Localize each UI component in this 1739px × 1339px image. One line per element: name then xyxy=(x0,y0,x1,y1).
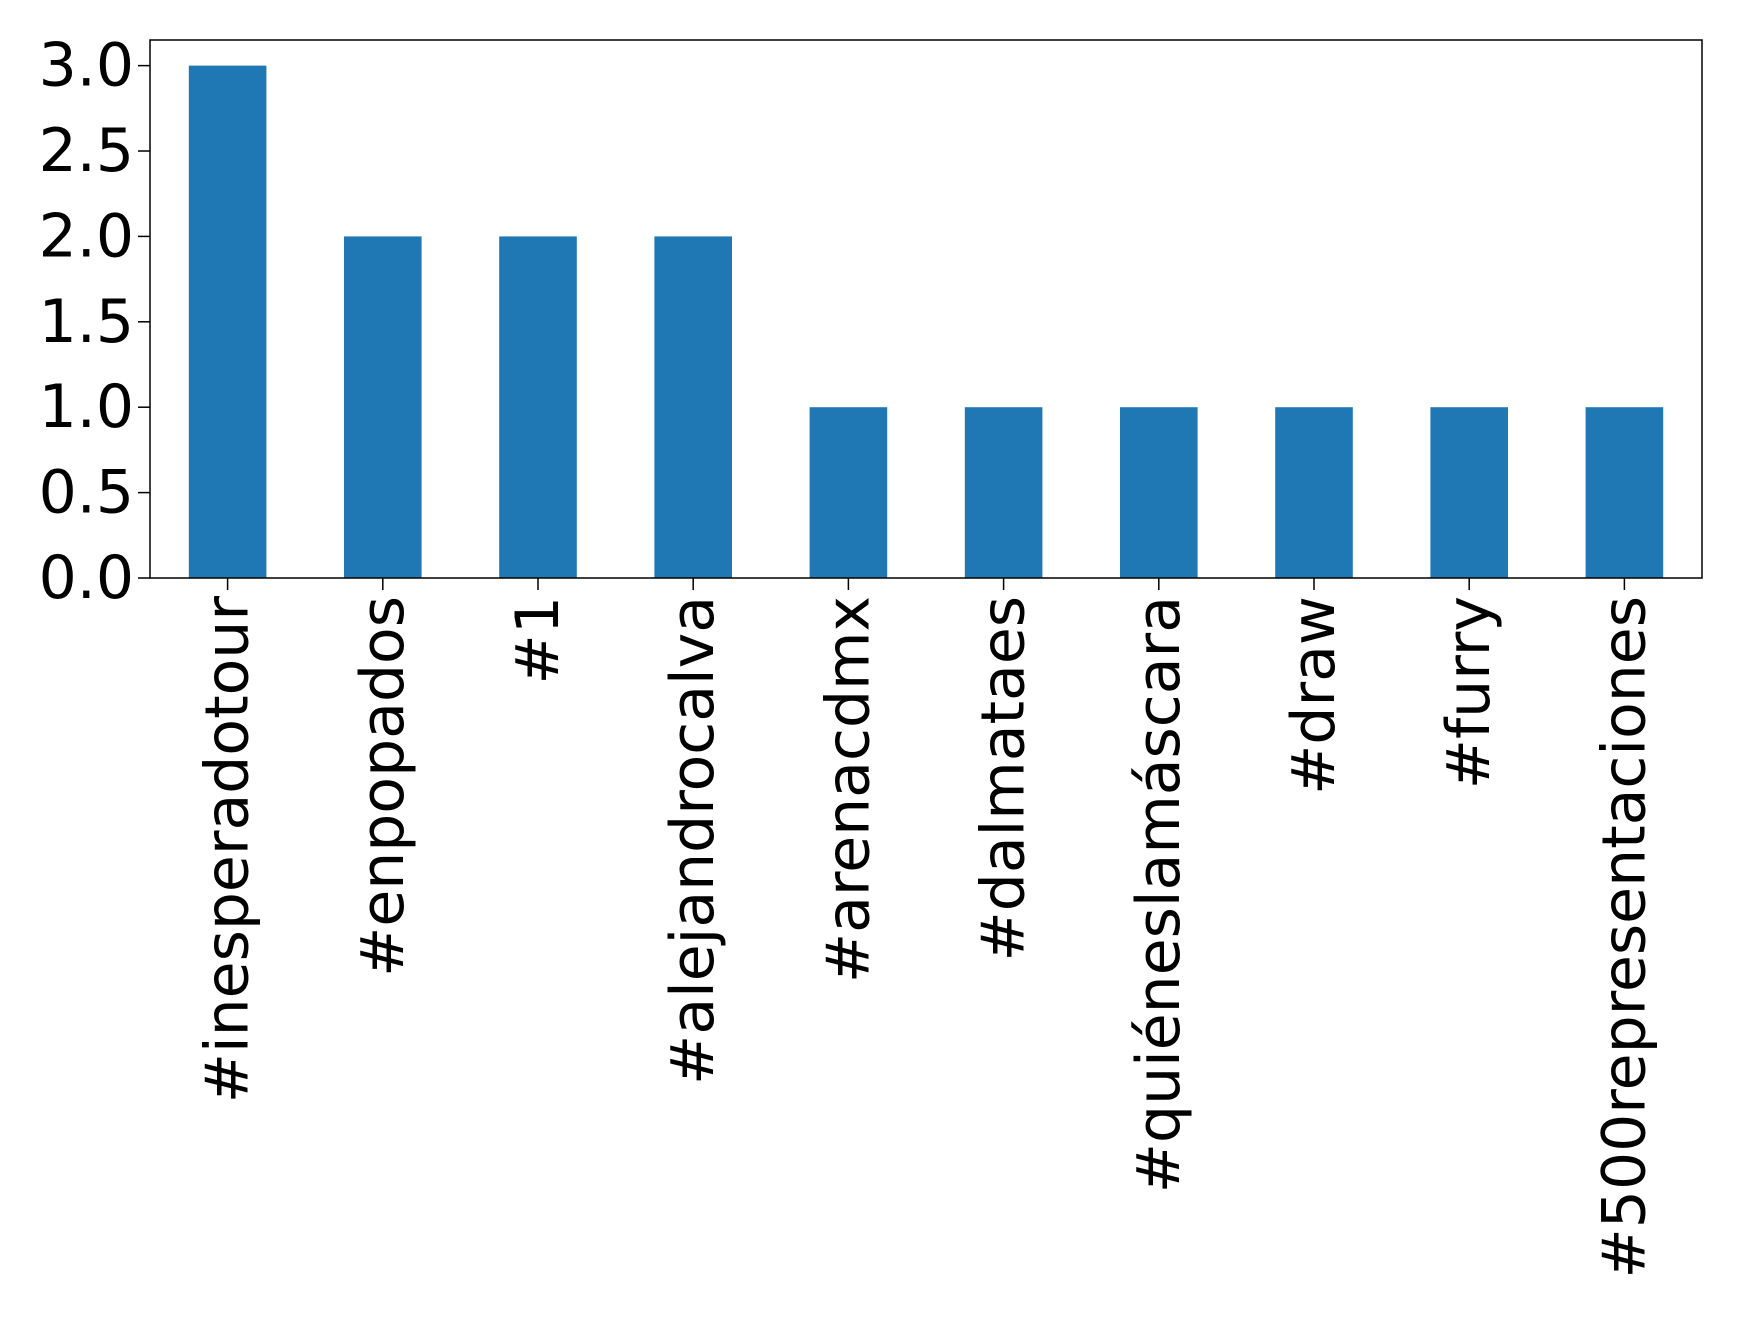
bar-9 xyxy=(1585,407,1664,578)
bars-group xyxy=(188,65,1664,579)
bar-2 xyxy=(499,236,577,578)
x-tick-label-1: #enpopados xyxy=(348,596,418,977)
y-tick-label-1: 0.5 xyxy=(39,458,134,528)
x-tick-label-4: #arenacdmx xyxy=(813,596,883,983)
x-tick-label-2: #1 xyxy=(503,596,573,684)
x-tick-label-6: #quiéneslamáscara xyxy=(1124,596,1194,1193)
bar-0 xyxy=(188,65,267,579)
y-axis: 0.0 0.5 1.0 1.5 2.0 2.5 3.0 xyxy=(39,31,150,613)
bar-5 xyxy=(964,407,1043,578)
y-tick-label-3: 1.5 xyxy=(39,287,134,357)
bar-3 xyxy=(654,236,732,578)
bar-8 xyxy=(1430,407,1508,578)
plot-frame xyxy=(149,39,1703,579)
x-axis: #inesperadotour #enpopados #1 #alejandrocal… xyxy=(193,578,1659,1278)
y-tick-label-2: 1.0 xyxy=(39,372,134,442)
bar-4 xyxy=(809,407,888,578)
x-tick-label-7: #draw xyxy=(1279,596,1349,795)
x-tick-label-8: #furry xyxy=(1434,596,1504,789)
y-tick-label-0: 0.0 xyxy=(39,543,134,613)
bar-1 xyxy=(344,236,422,578)
x-tick-label-5: #dalmataes xyxy=(969,596,1039,961)
y-tick-label-5: 2.5 xyxy=(39,116,134,186)
y-tick-label-6: 3.0 xyxy=(39,31,134,101)
y-tick-label-4: 2.0 xyxy=(39,201,134,271)
bar-7 xyxy=(1275,407,1353,578)
bar-6 xyxy=(1120,407,1198,578)
x-tick-label-3: #alejandrocalva xyxy=(658,596,728,1085)
x-tick-label-0: #inesperadotour xyxy=(193,596,263,1104)
x-tick-label-9: #500representaciones xyxy=(1589,596,1659,1278)
